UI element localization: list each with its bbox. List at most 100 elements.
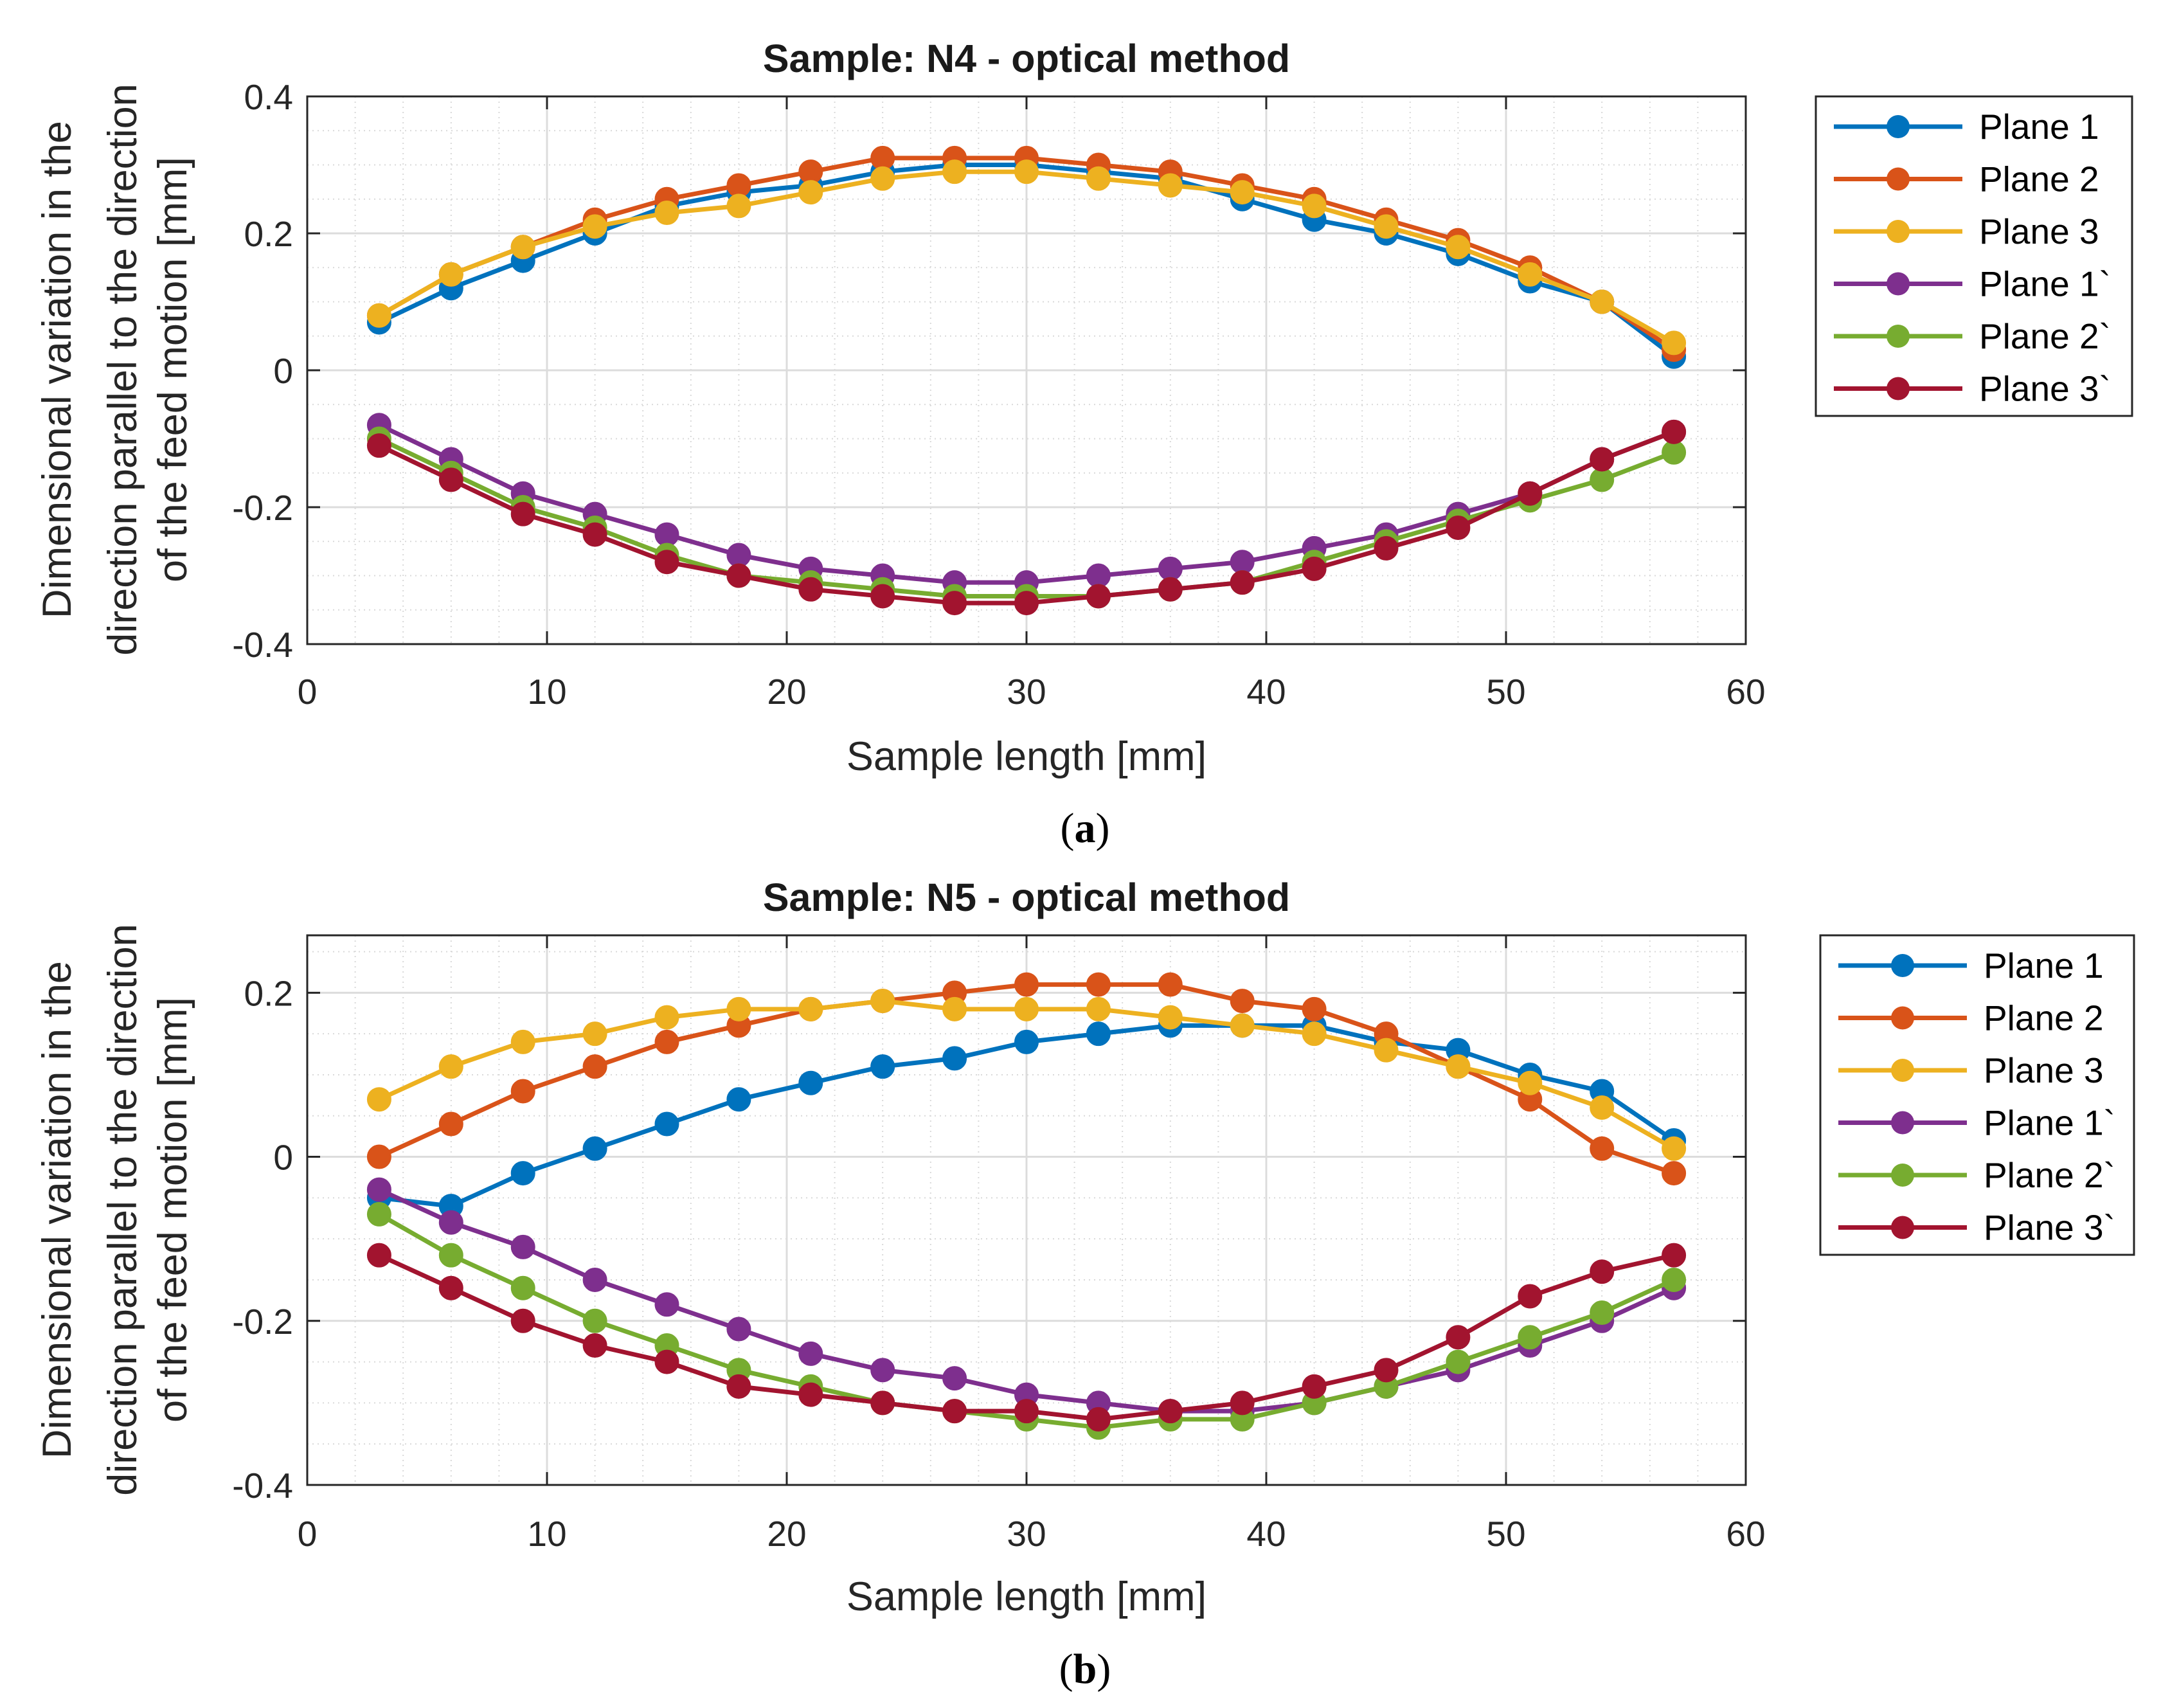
y-tick-label: 0.2 <box>244 973 293 1013</box>
legend-label: Plane 3` <box>1984 1208 2115 1248</box>
legend-marker <box>1891 1059 1914 1082</box>
y-axis-label-line: of the feed motion [mm] <box>150 997 195 1423</box>
legend-marker <box>1891 954 1914 977</box>
data-point <box>1446 1325 1471 1350</box>
data-point <box>1086 166 1111 191</box>
data-point <box>942 591 967 616</box>
data-point <box>1014 591 1039 616</box>
data-point <box>510 501 535 526</box>
legend-marker <box>1887 272 1910 296</box>
data-point <box>726 543 751 568</box>
data-point <box>1662 330 1687 355</box>
data-point <box>726 1087 751 1112</box>
data-point <box>582 1021 607 1047</box>
x-tick-label: 30 <box>1007 672 1046 712</box>
data-point <box>1374 1038 1399 1063</box>
data-point <box>1158 1005 1183 1030</box>
y-tick-label: -0.2 <box>232 488 293 528</box>
data-point <box>1230 1013 1255 1038</box>
data-point <box>438 1275 463 1300</box>
data-point <box>798 180 823 205</box>
data-point <box>582 214 607 239</box>
chart-a: 0 10 20 30 40 50 60 -0.4 -0.2 0 0.2 0.4 Sample: N4 -… <box>35 37 2133 852</box>
data-point <box>1662 1136 1687 1161</box>
data-point <box>654 201 679 226</box>
x-tick-label: 10 <box>527 1514 566 1554</box>
legend-label: Plane 1` <box>1979 264 2111 304</box>
data-point <box>510 1308 535 1333</box>
data-point <box>1014 996 1039 1021</box>
legend-marker <box>1891 1111 1914 1135</box>
data-point <box>1086 996 1111 1021</box>
data-point <box>1014 1029 1039 1054</box>
data-point <box>654 1349 679 1374</box>
caption-paren-open: ( <box>1061 805 1075 852</box>
y-tick-label: 0.4 <box>244 77 293 117</box>
data-point <box>1590 1095 1615 1120</box>
data-point <box>438 1243 463 1268</box>
legend-marker <box>1887 167 1910 191</box>
data-point <box>726 563 751 588</box>
data-point <box>1158 1399 1183 1424</box>
data-point <box>870 584 895 609</box>
data-point <box>798 1382 823 1407</box>
series-3 <box>366 159 1687 355</box>
data-point <box>1662 1243 1687 1268</box>
series-6 <box>366 1243 1687 1432</box>
data-point <box>798 996 823 1021</box>
data-point <box>798 159 823 184</box>
legend-marker <box>1887 325 1910 348</box>
data-point <box>366 303 391 328</box>
tick-marks <box>306 935 1747 1486</box>
legend-label: Plane 1` <box>1984 1103 2115 1143</box>
data-point <box>1302 996 1327 1021</box>
data-point <box>582 1267 607 1292</box>
chart-b: 0 10 20 30 40 50 60 -0.4 -0.2 0 0.2 Sample: N5 - op… <box>35 876 2135 1693</box>
legend-marker <box>1887 377 1910 400</box>
data-point <box>582 522 607 547</box>
x-tick-label: 60 <box>1726 672 1765 712</box>
series-6 <box>366 419 1687 616</box>
caption: (b) <box>1059 1646 1111 1693</box>
data-point <box>1086 1021 1111 1047</box>
data-point <box>438 1210 463 1235</box>
data-point <box>1662 1267 1687 1292</box>
data-point <box>942 1399 967 1424</box>
x-tick-label: 50 <box>1486 1514 1525 1554</box>
data-point <box>942 159 967 184</box>
y-tick-label: -0.4 <box>232 1466 293 1506</box>
legend-label: Plane 3 <box>1979 211 2099 251</box>
data-point <box>1230 550 1255 575</box>
legend-label: Plane 1 <box>1984 946 2104 985</box>
x-tick-label: 30 <box>1007 1514 1046 1554</box>
data-point <box>1302 1374 1327 1399</box>
data-point <box>1662 1161 1687 1186</box>
data-point <box>1518 262 1543 287</box>
caption: (a) <box>1061 805 1110 852</box>
legend-label: Plane 2 <box>1984 998 2104 1038</box>
data-point <box>1374 1358 1399 1383</box>
data-point <box>870 1054 895 1079</box>
x-tick-label: 20 <box>767 1514 806 1554</box>
data-point <box>1158 556 1183 581</box>
data-point <box>582 1308 607 1333</box>
data-point <box>438 262 463 287</box>
data-point <box>1590 1300 1615 1326</box>
x-tick-label: 0 <box>298 672 318 712</box>
data-point <box>510 1079 535 1104</box>
data-point <box>870 166 895 191</box>
data-point <box>510 1234 535 1259</box>
data-point <box>510 1161 535 1186</box>
caption-letter: b <box>1073 1646 1097 1693</box>
data-point <box>366 1144 391 1169</box>
series-3 <box>366 989 1687 1161</box>
data-point <box>510 235 535 260</box>
data-point <box>726 193 751 219</box>
x-tick-label: 10 <box>527 672 566 712</box>
data-point <box>1086 972 1111 997</box>
data-point <box>1014 159 1039 184</box>
data-point <box>510 1029 535 1054</box>
data-point <box>1374 214 1399 239</box>
x-axis-label: Sample length [mm] <box>847 734 1206 779</box>
